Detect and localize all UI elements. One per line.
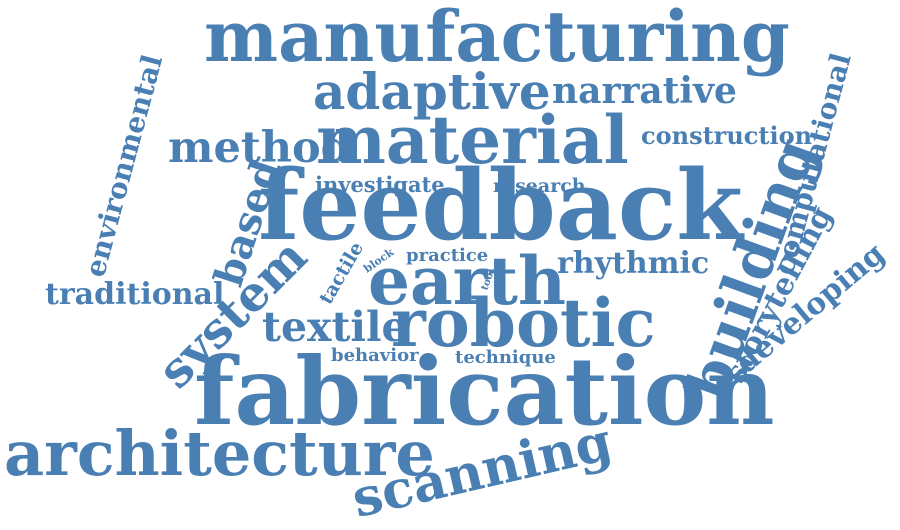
word-behavior: behavior (331, 345, 419, 366)
word-construction: construction (641, 121, 813, 150)
word-fabrication: fabrication (194, 337, 775, 447)
word-rhythmic: rhythmic (557, 246, 710, 281)
word-robotic: robotic (391, 284, 656, 362)
word-feedback: feedback (258, 149, 743, 262)
word-method: method (168, 123, 351, 173)
word-practice: practice (406, 245, 489, 266)
word-textile: textile (262, 303, 408, 351)
word-narrative: narrative (552, 70, 737, 112)
word-adaptive: adaptive (313, 62, 551, 121)
word-manufacturing: manufacturing (204, 0, 790, 78)
word-earth: earth (368, 242, 566, 320)
word-research: research (493, 175, 586, 197)
word-architecture: architecture (4, 417, 435, 490)
word-traditional: traditional (45, 277, 225, 312)
word-material: material (316, 101, 629, 179)
word-investigate: investigate (315, 172, 445, 197)
word-technique: technique (455, 347, 556, 368)
word-environmental: environmental (78, 51, 170, 281)
